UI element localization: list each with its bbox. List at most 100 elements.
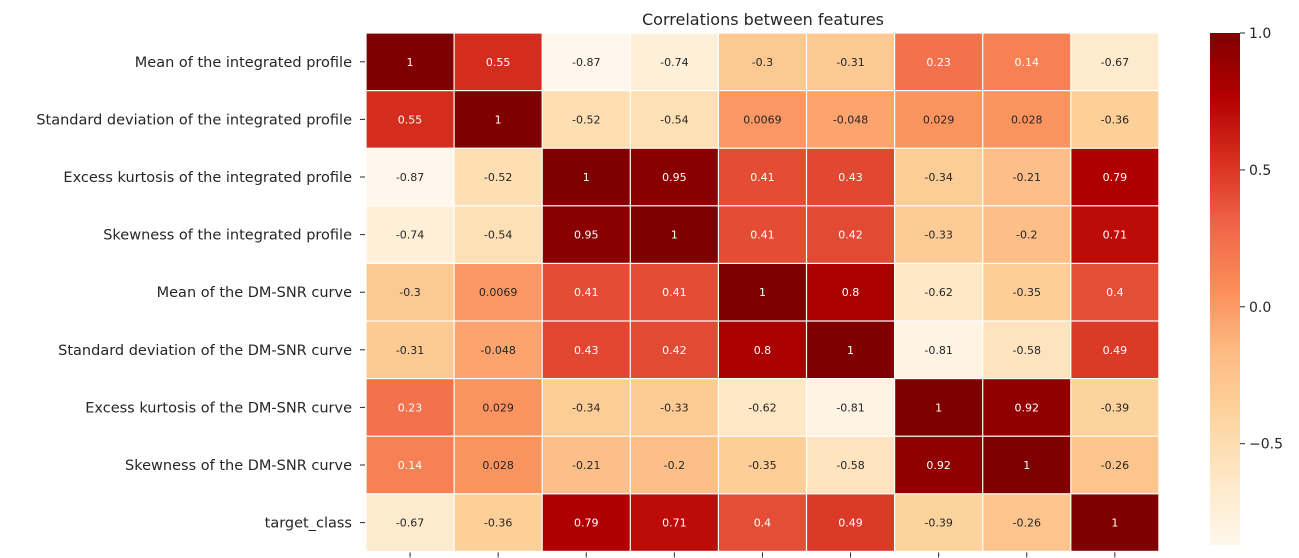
cell-value-label: -0.31 — [396, 344, 424, 357]
heatmap-cell — [983, 379, 1071, 436]
heatmap-cell — [542, 436, 630, 494]
heatmap-cell — [454, 33, 542, 90]
cell-value-label: 0.14 — [398, 459, 423, 472]
heatmap-cell — [542, 264, 630, 321]
heatmap-cell — [366, 91, 454, 148]
row-label: Skewness of the integrated profile — [103, 228, 352, 244]
heatmap-cell — [454, 91, 542, 148]
heatmap-cell — [895, 91, 983, 148]
cell-value-label: -0.67 — [396, 517, 424, 530]
heatmap-cell — [719, 148, 806, 206]
heatmap-cell — [366, 436, 454, 494]
heatmap-cell — [719, 206, 806, 263]
cell-value-label: 0.43 — [838, 171, 863, 184]
cell-value-label: -0.048 — [480, 344, 515, 357]
heatmap-cell — [719, 379, 806, 436]
cell-value-label: 0.55 — [486, 56, 511, 69]
heatmap-cell — [454, 206, 542, 263]
cell-value-label: -0.67 — [1101, 56, 1129, 69]
cell-value-label: 0.49 — [838, 517, 863, 530]
heatmap-cell — [983, 436, 1071, 494]
cell-value-label: 0.41 — [662, 286, 687, 299]
heatmap-cell — [983, 91, 1071, 148]
cell-value-label: 0.43 — [574, 344, 599, 357]
heatmap-cell — [366, 321, 454, 378]
cell-value-label: -0.3 — [399, 286, 420, 299]
heatmap-cell — [1071, 264, 1159, 321]
heatmap-cell — [1071, 321, 1159, 378]
cell-value-label: 0.92 — [1015, 401, 1040, 414]
heatmap-cell — [630, 436, 718, 494]
cell-value-label: 0.95 — [574, 229, 599, 242]
cell-value-label: -0.62 — [924, 286, 952, 299]
heatmap-cell — [630, 148, 718, 206]
heatmap-cell — [454, 148, 542, 206]
heatmap-cell — [983, 321, 1071, 378]
cell-value-label: 0.95 — [662, 171, 687, 184]
cell-value-label: -0.54 — [660, 113, 688, 126]
row-label: Excess kurtosis of the DM-SNR curve — [85, 400, 352, 416]
cell-value-label: 0.0069 — [743, 113, 782, 126]
heatmap-cell — [895, 321, 983, 378]
heatmap-cell — [895, 33, 983, 90]
cell-value-label: -0.62 — [748, 401, 776, 414]
cell-value-label: 0.028 — [482, 459, 514, 472]
cell-value-label: -0.35 — [1013, 286, 1041, 299]
heatmap-cell — [542, 379, 630, 436]
cell-value-label: 0.8 — [754, 344, 772, 357]
cell-value-label: -0.33 — [660, 401, 688, 414]
heatmap-cell — [366, 494, 454, 551]
heatmap-cell — [895, 494, 983, 551]
cell-value-label: 0.41 — [750, 171, 775, 184]
heatmap-cell — [1071, 91, 1159, 148]
cell-value-label: -0.81 — [836, 401, 864, 414]
cell-value-label: 1 — [583, 171, 590, 184]
cell-value-label: 0.8 — [842, 286, 860, 299]
heatmap-cell — [630, 264, 718, 321]
heatmap-cell — [542, 91, 630, 148]
heatmap-cell — [719, 494, 806, 551]
cell-value-label: 0.79 — [1103, 171, 1128, 184]
heatmap-cell — [542, 33, 630, 90]
row-labels: Mean of the integrated profile Standard d… — [36, 55, 365, 532]
cell-value-label: 0.028 — [1011, 113, 1043, 126]
cell-value-label: -0.87 — [396, 171, 424, 184]
heatmap-cell — [719, 321, 806, 378]
heatmap-cell — [366, 148, 454, 206]
cell-value-label: -0.58 — [1013, 344, 1041, 357]
heatmap-cell — [454, 321, 542, 378]
cell-value-label: -0.36 — [1101, 113, 1129, 126]
heatmap-cell — [454, 436, 542, 494]
heatmap-cell — [807, 148, 894, 206]
cell-value-label: -0.21 — [1013, 171, 1041, 184]
heatmap-cell — [719, 91, 806, 148]
cell-value-label: -0.39 — [924, 517, 952, 530]
column-tick-marks — [409, 552, 1116, 558]
chart-title: Correlations between features — [642, 10, 884, 29]
cell-value-label: 0.23 — [926, 56, 951, 69]
cell-value-label: -0.2 — [1016, 229, 1037, 242]
cell-value-label: 0.41 — [750, 229, 775, 242]
cell-value-label: 0.79 — [574, 517, 599, 530]
heatmap-cell — [719, 33, 806, 90]
heatmap-cell — [807, 321, 894, 378]
colorbar-ticks: 1.0 0.5 0.0 −0.5 — [1240, 26, 1283, 453]
cell-value-label: 0.71 — [1103, 229, 1128, 242]
cell-value-label: -0.2 — [664, 459, 685, 472]
cell-value-label: 0.0069 — [479, 286, 518, 299]
heatmap-cell — [983, 148, 1071, 206]
cell-value-label: 0.92 — [926, 459, 951, 472]
cell-value-label: -0.74 — [396, 229, 424, 242]
heatmap-cell — [1071, 33, 1159, 90]
heatmap-cell — [454, 494, 542, 551]
cell-value-label: -0.39 — [1101, 401, 1129, 414]
colorbar — [1210, 33, 1240, 545]
heatmap-cell — [983, 264, 1071, 321]
cell-value-label: 0.41 — [574, 286, 599, 299]
heatmap-cell — [1071, 206, 1159, 263]
heatmap-cell — [807, 436, 894, 494]
heatmap-cell — [983, 33, 1071, 90]
cell-value-label: 0.029 — [923, 113, 955, 126]
cell-value-label: 0.49 — [1103, 344, 1128, 357]
heatmap-cell — [1071, 436, 1159, 494]
